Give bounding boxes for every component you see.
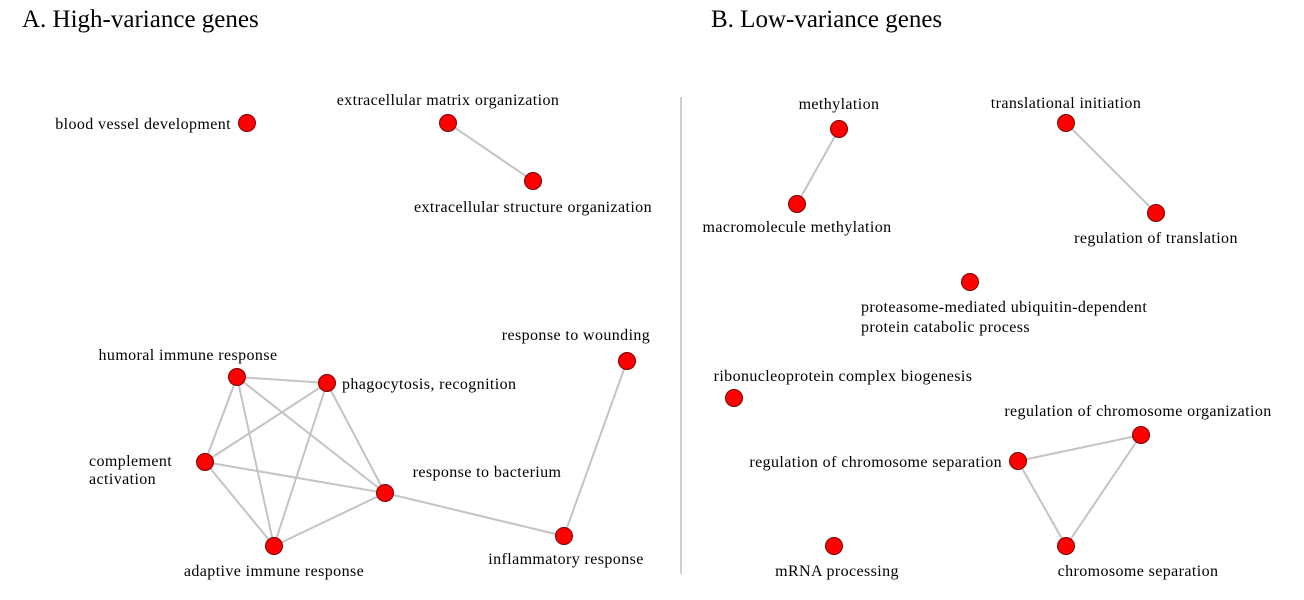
- edge-methylation-to-macromolecule-methylation: [796, 128, 840, 205]
- node-response-to-wounding: [618, 352, 636, 370]
- node-inflammatory-response: [555, 527, 573, 545]
- node-response-to-bacterium: [376, 484, 394, 502]
- node-ribonucleoprotein-complex-biogenesis: [725, 389, 743, 407]
- node-label-humoral-immune-response: humoral immune response: [99, 347, 278, 364]
- node-humoral-immune-response: [228, 368, 246, 386]
- node-label-macromolecule-methylation: macromolecule methylation: [702, 219, 891, 236]
- panel-a-nodes: blood vessel development extracellular ma…: [55, 92, 652, 580]
- node-label-regulation-of-translation: regulation of translation: [1074, 230, 1238, 247]
- panel-b-edges: [796, 122, 1157, 547]
- node-label-regulation-of-chromosome-separation: regulation of chromosome separation: [749, 454, 1002, 471]
- node-label-methylation: methylation: [799, 96, 880, 113]
- node-label-complement-activation-line-2: activation: [89, 471, 156, 488]
- node-chromosome-separation: [1057, 537, 1075, 555]
- edge-humoral-immune-response-to-phagocytosis-recognition: [236, 376, 328, 384]
- node-mrna-processing: [825, 537, 843, 555]
- node-label-ribonucleoprotein-complex-biogenesis: ribonucleoprotein complex biogenesis: [714, 368, 973, 385]
- edge-phagocytosis-recognition-to-adaptive-immune-response: [273, 382, 328, 547]
- node-extracellular-matrix-organization: [439, 114, 457, 132]
- node-label-response-to-bacterium: response to bacterium: [413, 464, 562, 481]
- node-macromolecule-methylation: [788, 195, 806, 213]
- node-extracellular-structure-organization: [524, 172, 542, 190]
- edge-complement-activation-to-response-to-bacterium: [204, 461, 386, 494]
- panel-b-title: B. Low-variance genes: [711, 6, 942, 33]
- node-regulation-of-chromosome-separation: [1009, 452, 1027, 470]
- node-label-phagocytosis-recognition: phagocytosis, recognition: [342, 376, 516, 393]
- node-label-extracellular-matrix-organization: extracellular matrix organization: [337, 92, 560, 109]
- panel-b-nodes: methylation macromolecule methylation tran…: [702, 95, 1271, 580]
- node-proteasome-mediated: [961, 273, 979, 291]
- node-translational-initiation: [1057, 114, 1075, 132]
- node-complement-activation: [196, 453, 214, 471]
- edge-response-to-bacterium-to-adaptive-immune-response: [273, 492, 386, 547]
- edge-phagocytosis-recognition-to-complement-activation: [204, 382, 328, 463]
- panel-a-edges: [204, 122, 628, 547]
- node-label-proteasome-mediated-line-2: protein catabolic process: [861, 319, 1030, 336]
- node-label-adaptive-immune-response: adaptive immune response: [184, 563, 364, 580]
- node-label-extracellular-structure-organization: extracellular structure organization: [414, 199, 652, 216]
- node-label-inflammatory-response: inflammatory response: [488, 551, 643, 568]
- edge-phagocytosis-recognition-to-response-to-bacterium: [326, 382, 386, 494]
- node-methylation: [830, 120, 848, 138]
- node-label-translational-initiation: translational initiation: [991, 95, 1141, 112]
- edge-regulation-of-chromosome-separation-to-chromosome-separation: [1017, 460, 1067, 547]
- node-label-mrna-processing: mRNA processing: [775, 563, 899, 580]
- edge-regulation-of-chromosome-separation-to-regulation-of-chromosome-organization: [1017, 434, 1142, 462]
- node-label-blood-vessel-development: blood vessel development: [55, 116, 231, 133]
- panel-a-title: A. High-variance genes: [22, 6, 259, 33]
- node-regulation-of-chromosome-organization: [1132, 426, 1150, 444]
- node-label-proteasome-mediated-line-1: proteasome-mediated ubiquitin-dependent: [861, 299, 1147, 316]
- panel-b: B. Low-variance genes methylation macromo…: [702, 6, 1271, 580]
- node-adaptive-immune-response: [265, 537, 283, 555]
- node-label-chromosome-separation: chromosome separation: [1058, 563, 1219, 580]
- panel-a: A. High-variance genes blood vessel deve…: [22, 6, 652, 580]
- node-blood-vessel-development: [238, 114, 256, 132]
- edge-complement-activation-to-adaptive-immune-response: [204, 461, 275, 547]
- edge-regulation-of-chromosome-organization-to-chromosome-separation: [1065, 434, 1142, 547]
- edge-humoral-immune-response-to-adaptive-immune-response: [236, 376, 275, 547]
- node-regulation-of-translation: [1147, 204, 1165, 222]
- node-label-complement-activation-line-1: complement: [89, 453, 172, 470]
- node-label-regulation-of-chromosome-organization: regulation of chromosome organization: [1004, 403, 1271, 420]
- edge-translational-initiation-to-regulation-of-translation: [1065, 122, 1157, 214]
- edge-extracellular-matrix-organization-to-extracellular-structure-organization: [447, 122, 534, 182]
- edge-humoral-immune-response-to-complement-activation: [204, 376, 238, 463]
- node-phagocytosis-recognition: [318, 374, 336, 392]
- edge-response-to-bacterium-to-inflammatory-response: [384, 492, 565, 537]
- node-label-response-to-wounding: response to wounding: [502, 327, 650, 344]
- edge-response-to-wounding-to-inflammatory-response: [563, 360, 628, 537]
